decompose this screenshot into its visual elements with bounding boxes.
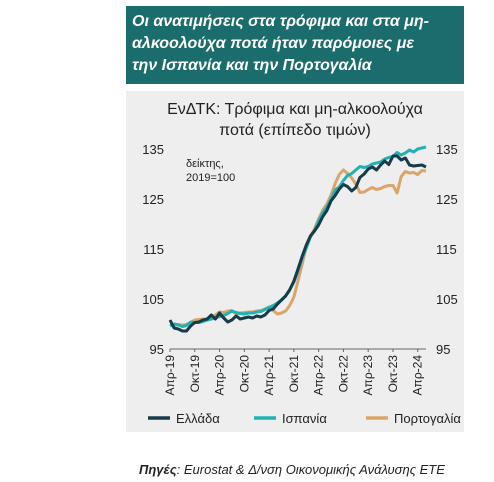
source-label: Πηγές [139,462,177,477]
y-tick-label-right: 115 [436,242,457,257]
source-note: Πηγές: Eurostat & Δ/νση Οικονομικής Ανάλ… [139,462,445,477]
chart-panel: ΕνΔΤΚ: Τρόφιμα και μη-αλκοολούχα ποτά (ε… [126,91,464,432]
x-tick-label: Απρ-23 [361,355,375,396]
y-tick-label-right: 125 [436,192,458,207]
x-tick-label: Οκτ-19 [188,355,202,393]
chart-title-line-2: ποτά (επίπεδο τιμών) [219,122,371,139]
axis-note-line-2: 2019=100 [186,172,235,184]
chart-title: ΕνΔΤΚ: Τρόφιμα και μη-αλκοολούχα ποτά (ε… [126,99,464,141]
x-tick-label: Οκτ-21 [287,355,301,393]
x-tick-label: Οκτ-22 [336,355,350,393]
series-line-3 [169,168,427,327]
legend-label: Ελλάδα [176,411,220,426]
legend-label: Ισπανία [282,411,327,426]
line-chart: 95 95 105 105 115 115 125 125 135 135 δείκτης, 2019… [142,142,461,426]
y-tick-label-right: 105 [436,292,458,307]
source-text: : Eurostat & Δ/νση Οικονομικής Ανάλυσης … [176,462,445,477]
legend-label: Πορτογαλία [394,411,461,426]
y-tick-label-left: 95 [150,342,164,357]
y-tick-label-left: 105 [142,292,164,307]
x-tick-label: Απρ-22 [312,355,326,396]
y-tick-label-left: 135 [142,142,164,157]
y-tick-label-right: 135 [436,142,458,157]
headline-line-3: την Ισπανία και την Πορτογαλία [132,57,372,74]
x-tick-label: Απρ-19 [163,355,177,396]
x-tick-label: Οκτ-20 [237,355,251,393]
headline-line-1: Οι ανατιμήσεις στα τρόφιμα και στα μη- [132,13,429,30]
x-tick-label: Οκτ-23 [386,355,400,393]
x-tick-label: Απρ-21 [262,355,276,396]
y-tick-label-left: 115 [143,242,164,257]
y-tick-label-left: 125 [142,192,164,207]
series-line-1 [168,154,427,333]
axis-note-line-1: δείκτης, [186,158,224,170]
x-tick-label: Απρ-20 [213,355,227,396]
y-tick-label-right: 95 [436,342,450,357]
chart-title-line-1: ΕνΔΤΚ: Τρόφιμα και μη-αλκοολούχα [167,101,423,118]
headline-banner: Οι ανατιμήσεις στα τρόφιμα και στα μη- α… [126,6,464,84]
x-tick-label: Απρ-24 [411,355,425,396]
headline-line-2: αλκοολούχα ποτά ήταν παρόμοιες με [132,35,415,52]
